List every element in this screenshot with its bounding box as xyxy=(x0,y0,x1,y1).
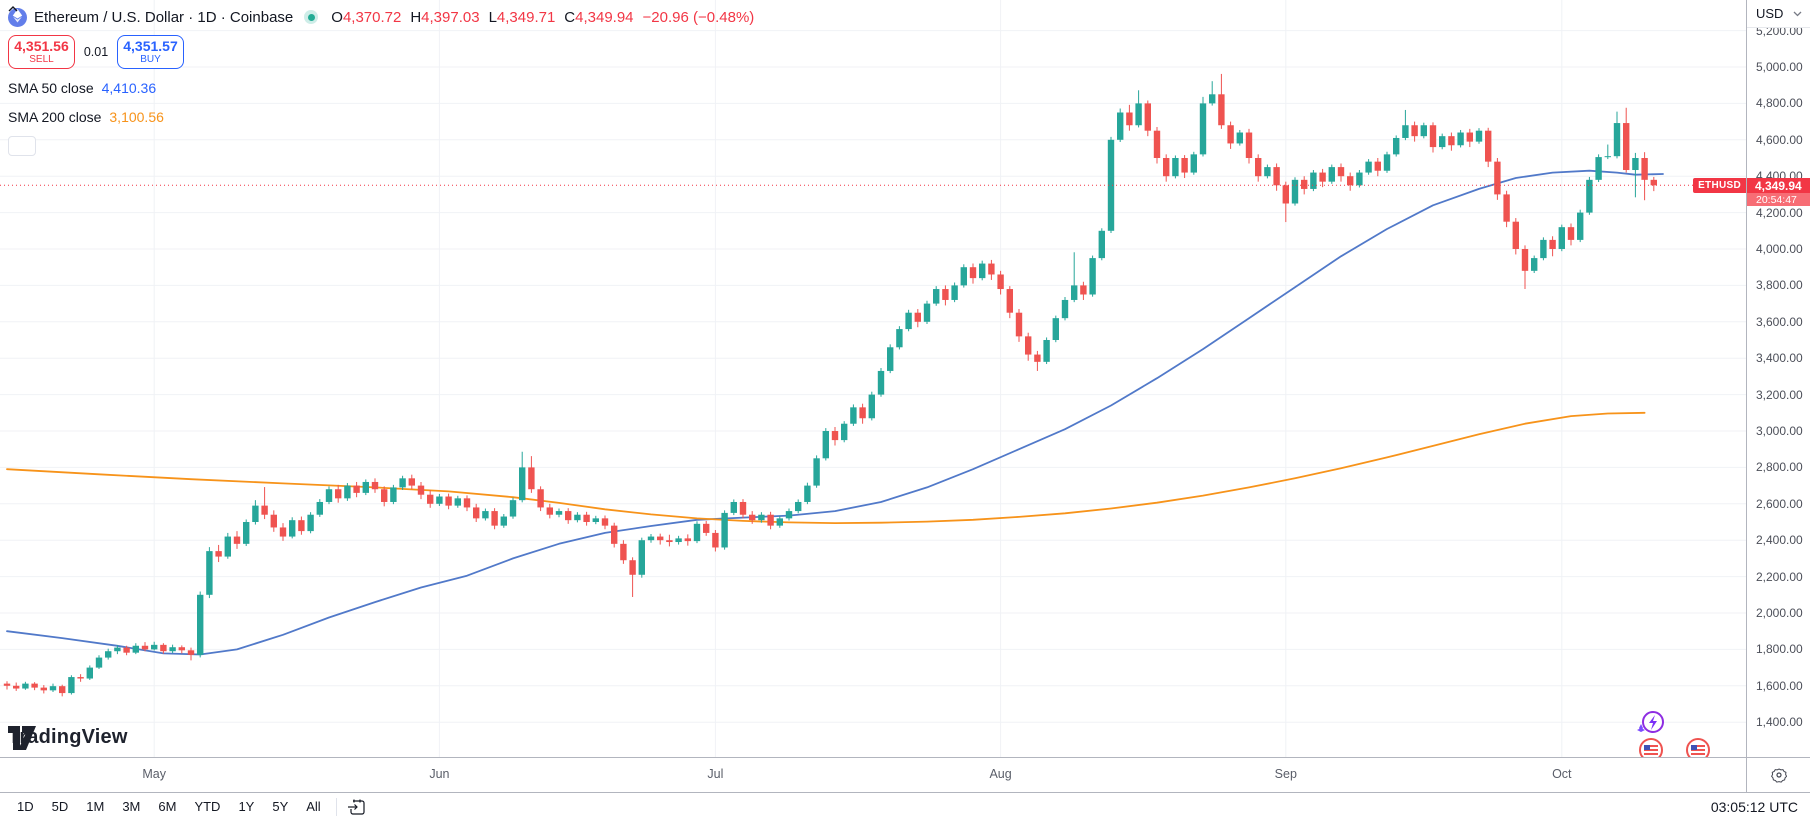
time-axis-label-jul: Jul xyxy=(707,767,724,781)
high-label: H xyxy=(410,8,422,26)
go-to-date-button[interactable] xyxy=(345,796,369,818)
currency-label: USD xyxy=(1756,6,1784,21)
time-axis[interactable]: May Jun Jul Aug Sep Oct xyxy=(0,757,1746,792)
open-label: O xyxy=(331,8,343,26)
time-axis-label-sep: Sep xyxy=(1274,767,1297,781)
price-axis-label: 4,200.00 xyxy=(1756,205,1803,220)
last-price-value: 4,349.94 xyxy=(1747,178,1810,194)
bar-countdown: 20:54:47 xyxy=(1747,193,1810,207)
range-button-5d[interactable]: 5D xyxy=(51,799,69,814)
spread-value: 0.01 xyxy=(83,45,109,59)
price-axis-label: 3,000.00 xyxy=(1756,424,1803,438)
indicator-sma200-row[interactable]: SMA 200 close 3,100.56 xyxy=(8,107,754,127)
range-button-5y[interactable]: 5Y xyxy=(272,799,289,814)
range-button-3m[interactable]: 3M xyxy=(122,799,141,814)
price-axis-label: 2,800.00 xyxy=(1756,460,1803,475)
price-axis-label: 3,600.00 xyxy=(1756,314,1803,329)
buy-price: 4,351.57 xyxy=(123,38,178,55)
symbol-title[interactable]: Ethereum / U.S. Dollar · 1D · Coinbase xyxy=(34,8,294,26)
symbol-row[interactable]: Ethereum / U.S. Dollar · 1D · Coinbase O… xyxy=(8,6,754,28)
range-button-ytd[interactable]: YTD xyxy=(194,799,221,814)
price-axis-label: 2,400.00 xyxy=(1756,533,1803,548)
price-axis-label: 2,200.00 xyxy=(1756,569,1803,584)
legend-collapse-button[interactable] xyxy=(8,6,36,156)
axis-settings-button[interactable] xyxy=(1746,757,1810,792)
ohlc-values: O4,370.72 H4,397.03 L4,349.71 C4,349.94 … xyxy=(331,9,754,26)
chart-legend: Ethereum / U.S. Dollar · 1D · Coinbase O… xyxy=(8,6,754,156)
tradingview-logo-text: TradingView xyxy=(8,726,128,748)
range-button-6m[interactable]: 6M xyxy=(158,799,177,814)
sell-label: SELL xyxy=(29,54,54,66)
calendar-go-to-date-icon xyxy=(348,799,365,815)
price-axis-label: 4,600.00 xyxy=(1756,132,1803,147)
price-axis-label: 5,000.00 xyxy=(1756,60,1803,74)
sma50-value: 4,410.36 xyxy=(101,80,157,96)
sell-price: 4,351.56 xyxy=(14,38,69,55)
toolbar-divider xyxy=(335,797,337,816)
time-axis-label-aug: Aug xyxy=(989,767,1012,781)
price-axis-label: 1,400.00 xyxy=(1756,715,1803,730)
sma200-value: 3,100.56 xyxy=(109,109,164,125)
currency-selector[interactable]: USD xyxy=(1747,0,1810,28)
us-flag-icon-2[interactable] xyxy=(1686,738,1710,757)
price-axis-label: 3,200.00 xyxy=(1756,387,1803,402)
tradingview-logo[interactable]: TradingView xyxy=(8,726,128,750)
sell-button[interactable]: 4,351.56 SELL xyxy=(8,35,75,69)
high-value: 4,397.03 xyxy=(421,8,480,26)
price-axis-label: 2,000.00 xyxy=(1756,606,1803,620)
us-flag-icon[interactable] xyxy=(1639,738,1663,757)
price-axis-label: 2,600.00 xyxy=(1756,496,1803,511)
gear-icon xyxy=(1770,768,1787,783)
change-value: −20.96 (−0.48%) xyxy=(642,8,755,26)
indicator-sma50-row[interactable]: SMA 50 close 4,410.36 xyxy=(8,78,754,98)
range-button-1m[interactable]: 1M xyxy=(86,799,105,814)
price-axis-label: 1,800.00 xyxy=(1756,642,1803,657)
clock-timezone[interactable]: 03:05:12 UTC xyxy=(1710,798,1798,815)
price-axis-label: 4,800.00 xyxy=(1756,96,1803,111)
time-axis-label-may: May xyxy=(142,767,166,781)
buy-label: BUY xyxy=(140,54,161,66)
sma200-label: SMA 200 close xyxy=(8,109,102,125)
price-axis-label: 3,800.00 xyxy=(1756,278,1803,293)
time-axis-label-jun: Jun xyxy=(429,767,450,781)
chevron-up-icon xyxy=(8,6,18,12)
range-selector: 1D 5D 1M 3M 6M YTD 1Y 5Y All xyxy=(10,797,328,816)
boost-lightning-icon[interactable] xyxy=(1637,711,1664,733)
price-axis[interactable]: 5,200.00 5,000.00 4,800.00 4,600.00 4,400.00… xyxy=(1746,0,1810,792)
close-label: C xyxy=(564,8,576,26)
floating-icons xyxy=(1632,706,1712,757)
tradingview-logo-icon xyxy=(8,726,36,750)
sma50-label: SMA 50 close xyxy=(8,80,94,96)
candlestick-chart[interactable] xyxy=(0,0,1746,757)
market-status-icon[interactable] xyxy=(304,10,319,24)
range-button-1d[interactable]: 1D xyxy=(17,799,34,814)
bottom-toolbar: 1D 5D 1M 3M 6M YTD 1Y 5Y All 03:05:12 UTC xyxy=(0,792,1810,820)
price-axis-label: 3,400.00 xyxy=(1756,351,1803,366)
ethereum-icon xyxy=(8,7,27,27)
order-panel: 4,351.56 SELL 0.01 4,351.57 BUY xyxy=(8,35,754,69)
open-value: 4,370.72 xyxy=(342,8,402,26)
range-button-all[interactable]: All xyxy=(306,799,321,814)
close-value: 4,349.94 xyxy=(575,8,634,26)
price-axis-label: 4,000.00 xyxy=(1756,242,1803,256)
low-value: 4,349.71 xyxy=(496,8,556,26)
last-price-label: 4,349.94 20:54:47 xyxy=(1747,178,1810,207)
chart-canvas[interactable]: Ethereum / U.S. Dollar · 1D · Coinbase O… xyxy=(0,0,1746,757)
low-label: L xyxy=(488,8,497,26)
chevron-down-icon xyxy=(1793,11,1802,16)
price-axis-label: 1,600.00 xyxy=(1756,678,1803,693)
time-axis-label-oct: Oct xyxy=(1552,767,1572,781)
range-button-1y[interactable]: 1Y xyxy=(238,799,255,814)
last-price-symbol-badge: ETHUSD xyxy=(1693,178,1746,194)
buy-button[interactable]: 4,351.57 BUY xyxy=(117,35,184,69)
